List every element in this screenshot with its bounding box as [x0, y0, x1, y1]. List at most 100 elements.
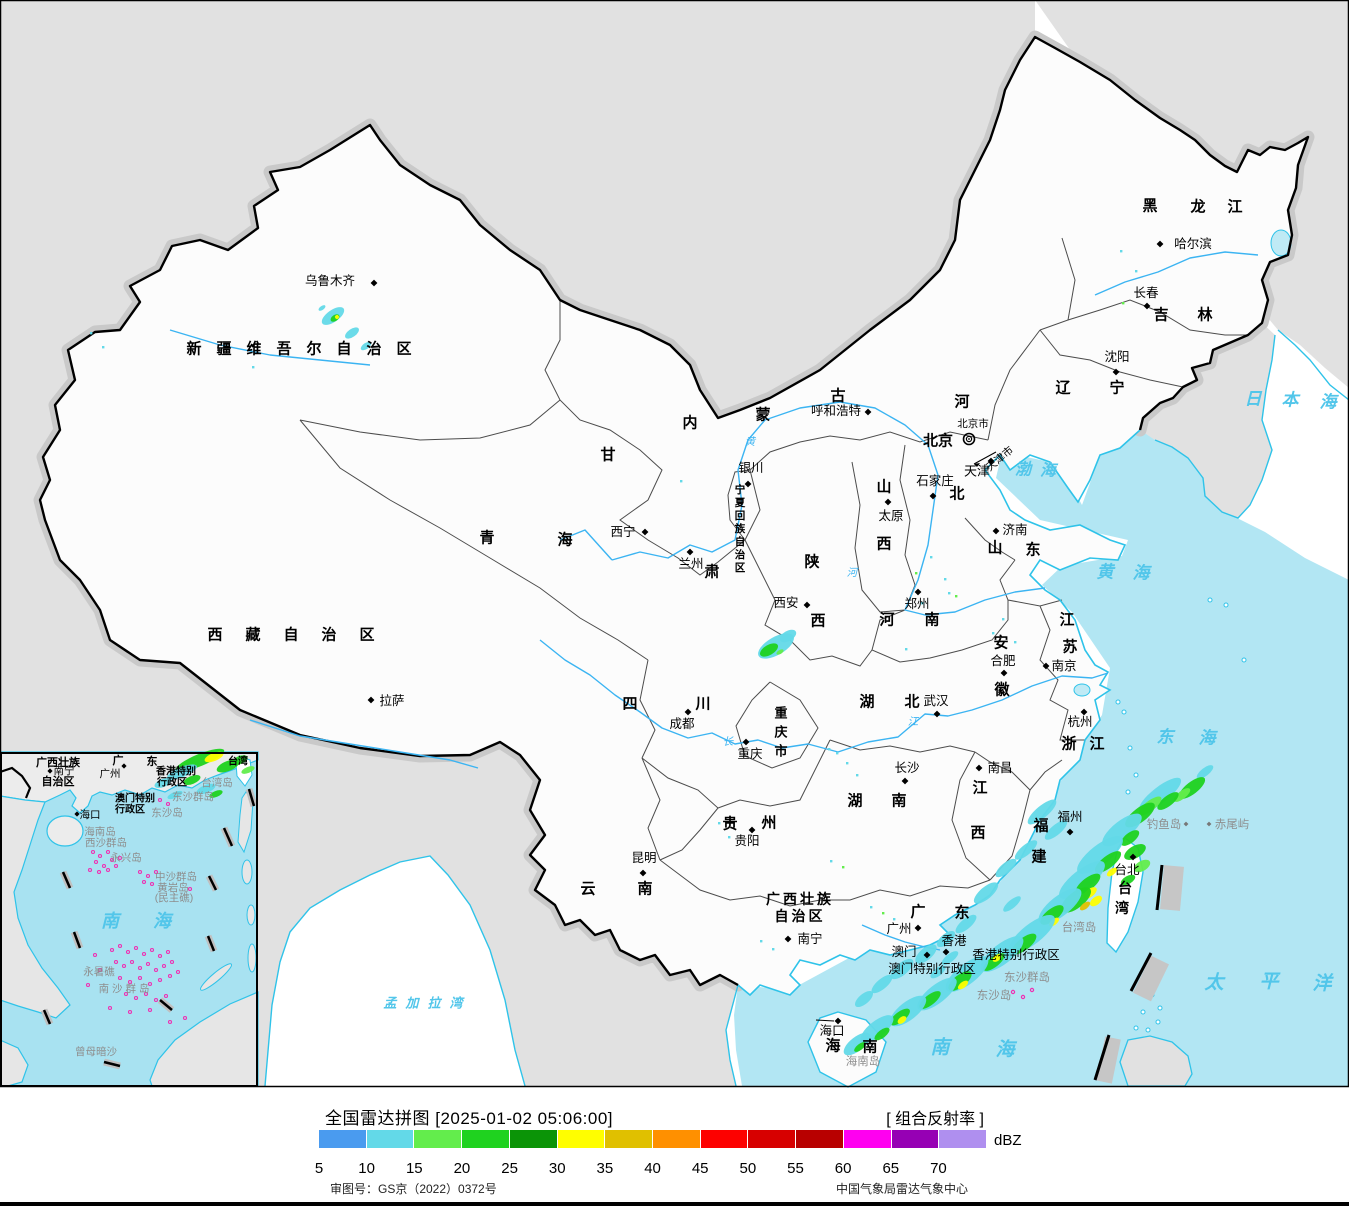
province-label: 河	[879, 611, 894, 629]
inset-palawan	[199, 963, 233, 991]
colorbar-seg-25	[509, 1130, 557, 1148]
city-label: 兰州	[678, 557, 703, 571]
city-marker-diamond	[834, 1017, 842, 1025]
inset-radar-echo	[209, 790, 223, 798]
island-label: 东沙岛	[977, 988, 1012, 1002]
city-label: 南宁	[797, 931, 822, 946]
radar-speckle	[680, 480, 683, 483]
inset-reef-marker	[97, 967, 103, 973]
city-marker-diamond	[742, 738, 750, 746]
radar-echo	[992, 954, 1002, 962]
radar-echo	[955, 914, 977, 934]
inset-island-label: 永兴岛	[110, 851, 142, 864]
radar-echo	[1003, 896, 1021, 912]
province-label: 区	[735, 562, 746, 574]
boundary-patch	[1160, 865, 1184, 911]
radar-speckle	[1002, 618, 1005, 621]
inset-reef-marker	[161, 963, 167, 969]
province-label: 吉	[1153, 306, 1168, 324]
city-label: 长春	[1133, 286, 1159, 300]
radar-echo	[759, 643, 779, 657]
city-marker-diamond	[641, 528, 649, 536]
inset-reef-marker	[145, 961, 151, 967]
islet-diamond	[1206, 821, 1212, 827]
province-label: 南	[924, 611, 939, 629]
tianjin-arrow	[973, 451, 997, 465]
city-marker-diamond	[686, 548, 694, 556]
tick-35: 35	[596, 1160, 614, 1177]
city-label: 昆明	[631, 851, 656, 865]
inset-reef-marker	[165, 801, 171, 807]
city-label: 香港	[941, 934, 967, 948]
beijing-municipality-label: 北京市	[957, 417, 989, 430]
colorbar-seg-30	[557, 1130, 605, 1148]
radar-speckle	[846, 762, 849, 765]
inset-island-label: 台湾岛	[201, 776, 233, 789]
tianjin-label: 天津	[964, 464, 990, 479]
inset-radar-echo	[167, 764, 197, 780]
province-label: 市	[774, 744, 787, 759]
tick-60: 60	[834, 1160, 852, 1177]
radar-echo	[345, 327, 359, 339]
tick-10: 10	[358, 1160, 375, 1177]
province-label: 山	[876, 479, 891, 496]
inset-reef-marker	[165, 949, 171, 955]
river	[539, 639, 1109, 753]
radar-echo	[318, 305, 326, 311]
inset-reef-marker	[141, 951, 147, 957]
colorbar-seg-20	[462, 1130, 509, 1148]
inset-indochina	[0, 795, 71, 1019]
radar-echo	[874, 1027, 890, 1041]
province-label: 湖	[859, 694, 874, 711]
province-label: 四	[622, 696, 637, 713]
inset-philippine-island	[246, 904, 256, 926]
inset-reef-marker	[90, 849, 96, 855]
inset-malay	[0, 1039, 29, 1087]
province-boundary	[1039, 605, 1085, 741]
inset-city-label: 南宁	[54, 764, 75, 777]
city-label: 太原	[878, 508, 903, 523]
colorbar-seg-35	[605, 1130, 653, 1148]
province-label: 南	[637, 880, 652, 898]
china-radar-map: 渤海黄 海东 海日本海太平洋南 海孟加拉湾黄河长江台湾岛钓鱼岛 赤尾屿东沙群岛东沙岛海南…	[0, 0, 1349, 1088]
inset-region-label: 东	[147, 754, 158, 768]
small-island	[1155, 1019, 1161, 1025]
province-label: 庆	[773, 725, 787, 740]
small-island	[1145, 1027, 1151, 1033]
radar-echo	[1014, 840, 1038, 860]
radar-speckle	[948, 592, 951, 595]
inset-reef-marker	[121, 963, 127, 969]
city-label: 福州	[1057, 809, 1082, 824]
bottom-border	[0, 1202, 1349, 1206]
city-marker-diamond	[992, 527, 1000, 535]
province-boundary	[299, 399, 561, 441]
radar-speckle	[252, 366, 255, 369]
product-label: [ 组合反射率 ]	[886, 1111, 984, 1128]
sea-label: 湾	[449, 996, 465, 1011]
boundary-lines	[38, 35, 1349, 1087]
island-label: 钓鱼岛	[1147, 817, 1182, 831]
province-label: 林	[1197, 306, 1213, 324]
city-label: 拉萨	[379, 693, 404, 708]
inset-radar-echo	[232, 755, 248, 765]
city-marker-diamond	[975, 764, 983, 772]
inset-reef-marker	[117, 943, 123, 949]
city-marker-diamond	[47, 768, 53, 774]
river-label: 江	[908, 716, 920, 728]
radar-speckle	[772, 948, 775, 951]
colorbar-seg-70	[939, 1130, 987, 1148]
reflectivity-colorbar	[319, 1130, 987, 1148]
foreign-coastline	[1277, 329, 1349, 401]
province-label: 重	[774, 706, 787, 721]
province-label: 新	[186, 340, 201, 358]
inset-reef-marker	[147, 1007, 153, 1013]
province-boundary	[951, 751, 991, 881]
city-marker-diamond	[748, 826, 756, 834]
province-label: 甘	[600, 446, 615, 464]
river	[1094, 251, 1259, 296]
city-marker-diamond	[1143, 302, 1151, 310]
city-marker-diamond	[1112, 368, 1120, 376]
province-label: 西	[970, 825, 985, 842]
province-boundary	[1039, 237, 1076, 331]
